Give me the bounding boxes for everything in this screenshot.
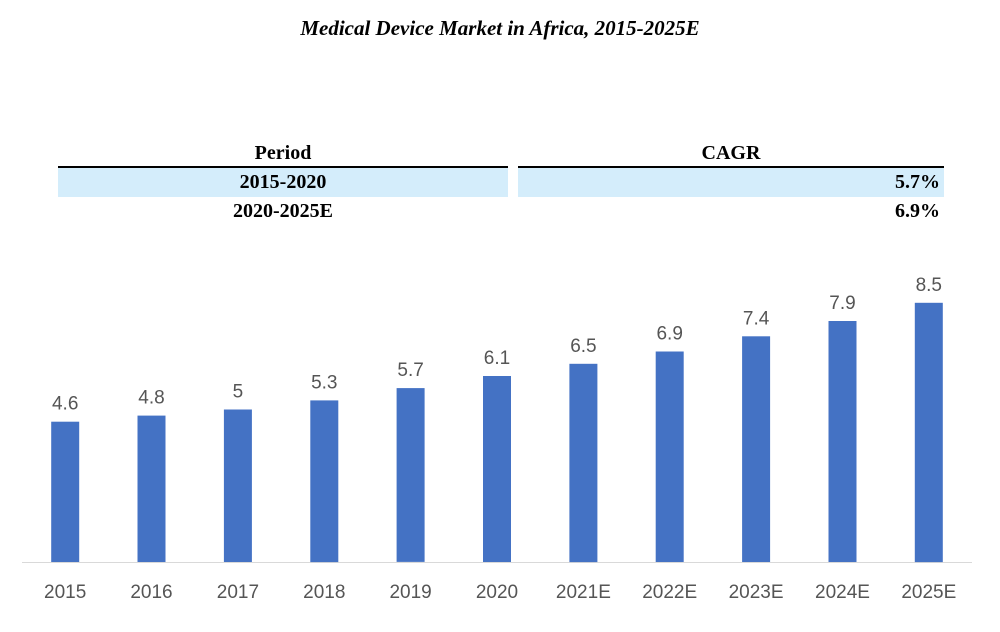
period-cell: 2020-2025E xyxy=(233,200,333,222)
data-label-2021e: 6.5 xyxy=(570,336,596,357)
period-header: Period xyxy=(58,140,508,168)
data-label-2023e: 7.4 xyxy=(743,308,770,329)
data-label-2015: 4.6 xyxy=(52,394,78,415)
bar-2020 xyxy=(483,376,511,562)
x-tick-label-2023e: 2023E xyxy=(729,582,784,603)
chart-title: Medical Device Market in Africa, 2015-20… xyxy=(300,16,700,40)
data-label-2018: 5.3 xyxy=(311,372,337,393)
x-tick-label-2020: 2020 xyxy=(476,582,518,603)
x-tick-label-2025e: 2025E xyxy=(901,582,956,603)
x-tick-label-2017: 2017 xyxy=(217,582,259,603)
bar-2017 xyxy=(223,409,252,562)
x-tick-label-2024e: 2024E xyxy=(815,582,870,603)
x-tick-label-2018: 2018 xyxy=(303,582,345,603)
cagr-cell: 6.9% xyxy=(895,200,940,222)
bar-2021e xyxy=(569,363,598,563)
bar-2025e xyxy=(914,302,943,563)
data-label-2024e: 7.9 xyxy=(829,293,855,314)
x-tick-label-2015: 2015 xyxy=(44,582,86,603)
data-label-2020: 6.1 xyxy=(484,348,510,369)
data-label-2022e: 6.9 xyxy=(656,324,682,345)
bar-2023e xyxy=(742,336,771,562)
cagr-table: Period CAGR 2015-2020 5.7% 2020-2025E 6.… xyxy=(58,140,944,226)
cagr-row: 2020-2025E 6.9% xyxy=(58,197,944,226)
bar-2022e xyxy=(655,351,684,562)
cagr-row: 2015-2020 5.7% xyxy=(58,168,944,197)
data-label-2019: 5.7 xyxy=(397,360,423,381)
bar-2024e xyxy=(828,321,857,562)
bar-2019 xyxy=(396,388,425,562)
x-tick-label-2016: 2016 xyxy=(130,582,172,603)
bar-2015 xyxy=(51,421,80,562)
period-cell: 2015-2020 xyxy=(58,168,508,197)
bar-2016 xyxy=(137,415,166,562)
bar-2018 xyxy=(310,400,339,563)
data-label-2025e: 8.5 xyxy=(916,275,942,296)
cagr-cell: 5.7% xyxy=(518,168,944,197)
cagr-header: CAGR xyxy=(518,140,944,168)
x-tick-label-2022e: 2022E xyxy=(642,582,697,603)
data-label-2016: 4.8 xyxy=(138,388,164,409)
x-tick-label-2019: 2019 xyxy=(389,582,431,603)
x-tick-label-2021e: 2021E xyxy=(556,582,611,603)
cagr-table-header: Period CAGR xyxy=(58,140,944,168)
data-label-2017: 5 xyxy=(233,382,244,403)
